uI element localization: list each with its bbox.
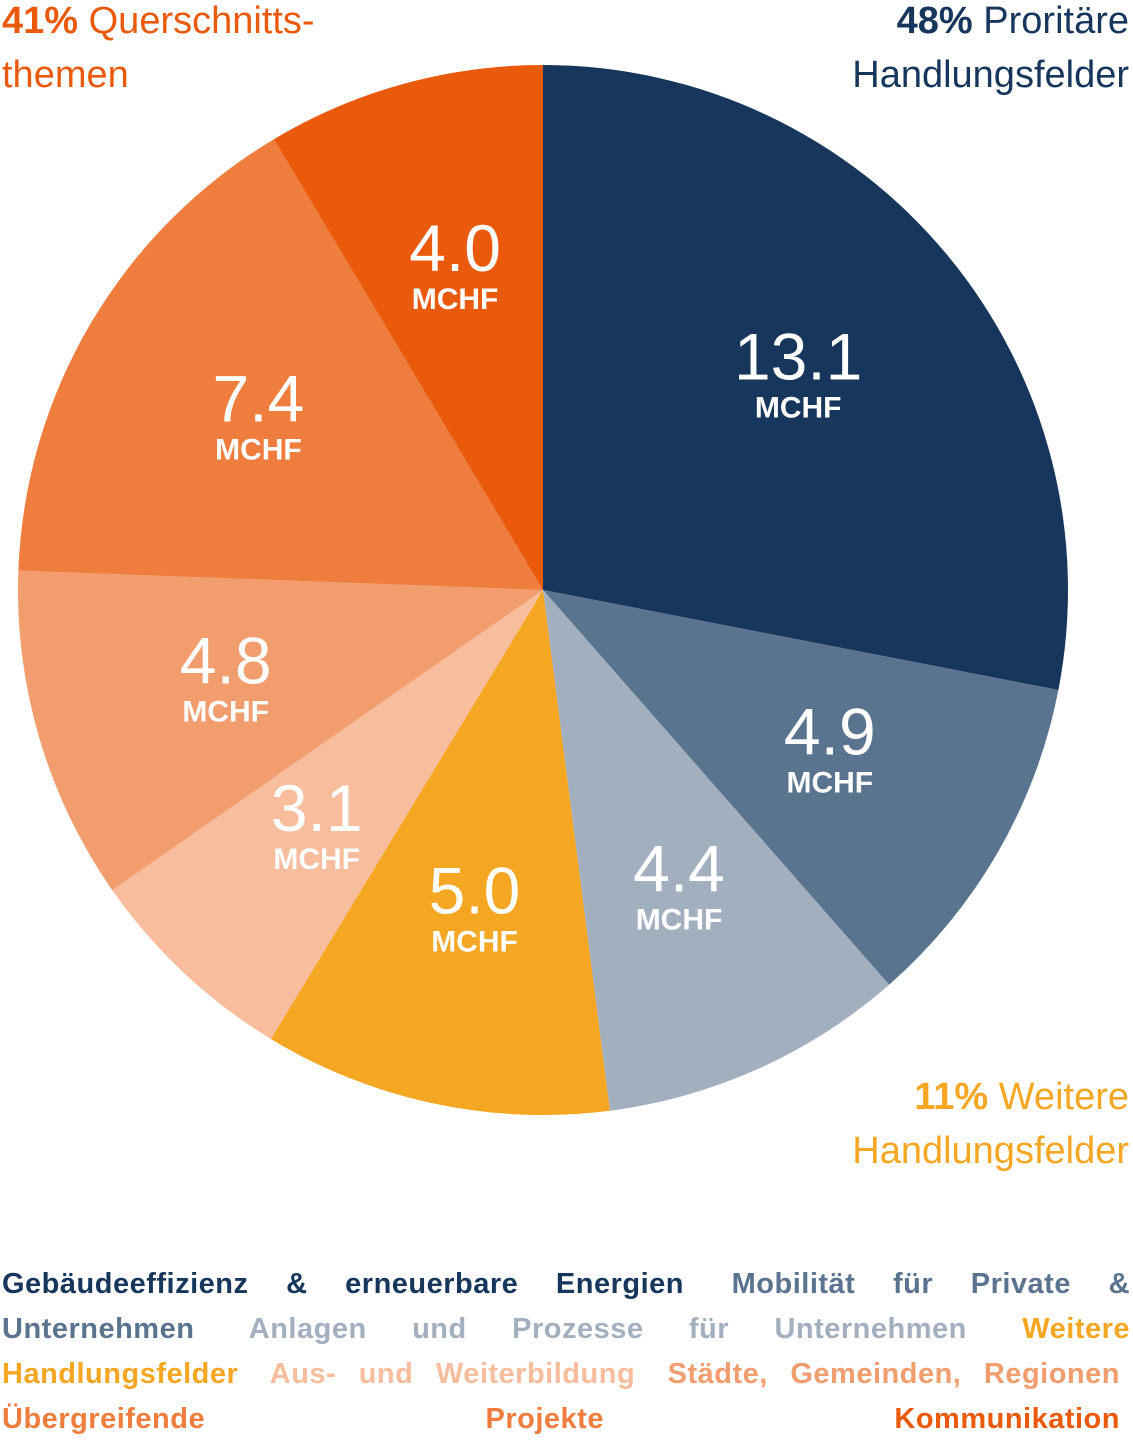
legend-item: Gebäudeeffizienz & erneuerbare Energien <box>2 1268 685 1300</box>
legend-item: Mobilität für Private & Unternehmen <box>2 1268 1131 1345</box>
slice-unit-label: MCHF <box>412 283 499 316</box>
legend: Gebäudeeffizienz & erneuerbare Energien … <box>2 1262 1130 1442</box>
legend-item: Weitere Handlungsfelder <box>2 1313 1131 1390</box>
pie-slice <box>18 139 543 590</box>
slice-value-label: 4.9 <box>784 695 876 769</box>
group-text-line1: Querschnitts- <box>88 0 315 42</box>
slice-unit-label: MCHF <box>636 903 723 936</box>
legend-item: Aus- und Weiterbildung <box>269 1358 636 1390</box>
group-percent: 48% <box>896 0 973 42</box>
legend-item: Städte, Gemeinden, Regionen <box>667 1358 1120 1390</box>
slice-unit-label: MCHF <box>755 392 842 425</box>
group-text-line1: Proritäre <box>983 0 1129 42</box>
slice-unit-label: MCHF <box>786 767 873 800</box>
slice-value-label: 4.8 <box>180 623 272 697</box>
group-text-line1: Weitere <box>998 1076 1129 1118</box>
slice-value-label: 7.4 <box>213 361 305 435</box>
pie-slice <box>273 65 543 590</box>
group-text-line2: Handlungsfelder <box>852 1130 1129 1172</box>
pie-slice <box>543 590 1059 985</box>
group-percent: 41% <box>2 0 79 42</box>
group-label-weitere: 11% Weitere Handlungsfelder <box>709 1070 1129 1178</box>
group-label-prioritaere: 48% Proritäre Handlungsfelder <box>709 0 1129 102</box>
group-text-line2: themen <box>2 54 129 96</box>
group-percent: 11% <box>914 1076 989 1118</box>
pie-slice <box>112 590 543 1039</box>
slice-unit-label: MCHF <box>431 926 518 959</box>
pie-slice <box>18 570 544 891</box>
slice-unit-label: MCHF <box>273 843 360 876</box>
group-label-querschnittsthemen: 41% Querschnitts- themen <box>2 0 422 102</box>
pie-slice <box>270 590 610 1115</box>
slice-value-label: 3.1 <box>271 771 363 845</box>
slice-value-label: 4.0 <box>409 211 501 285</box>
legend-item: Übergreifende Projekte <box>2 1403 604 1435</box>
pie-slice <box>543 65 1068 691</box>
slice-unit-label: MCHF <box>182 695 269 728</box>
legend-item: Anlagen und Prozesse für Unternehmen <box>248 1313 967 1345</box>
slice-value-label: 13.1 <box>734 320 862 394</box>
group-text-line2: Handlungsfelder <box>852 54 1129 96</box>
slice-value-label: 5.0 <box>429 854 521 928</box>
slice-unit-label: MCHF <box>215 433 302 466</box>
legend-item: Kommunikation <box>894 1403 1120 1435</box>
pie-slice <box>543 590 890 1111</box>
slice-value-label: 4.4 <box>633 831 725 905</box>
